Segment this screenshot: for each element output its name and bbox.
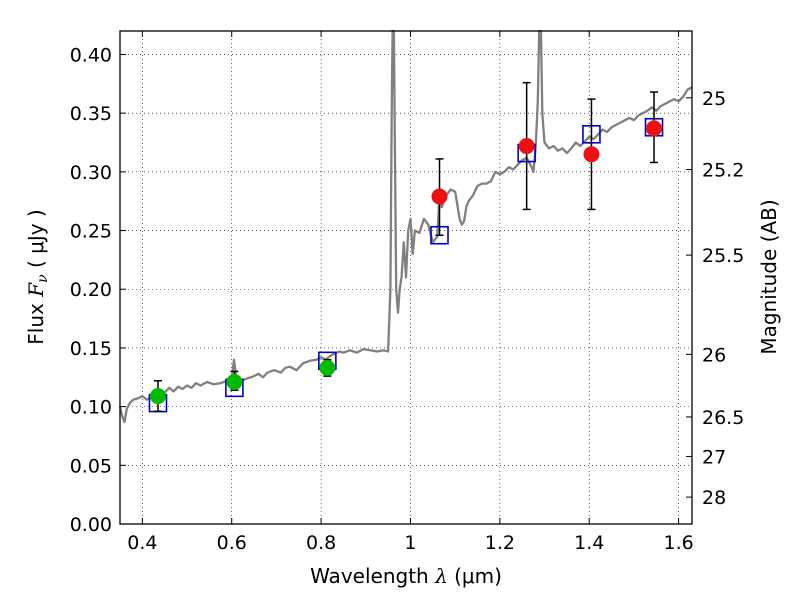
x-tick-label: 1.4: [574, 532, 604, 554]
y-tick-label: 0.30: [70, 162, 112, 184]
x-tick-label: 1.2: [485, 532, 515, 554]
x-tick-label: 0.6: [217, 532, 247, 554]
x-tick-label: 0.4: [127, 532, 157, 554]
x-tick-label: 0.8: [306, 532, 336, 554]
model-spectrum: [118, 29, 693, 424]
x-tick-label: 1: [404, 532, 416, 554]
y-axis-title: Flux Fν ( μJy ): [24, 209, 51, 344]
x-axis-title: Wavelength λ (μm): [310, 564, 502, 588]
y-tick-label: 0.35: [70, 103, 112, 125]
observed-flux-point: [431, 188, 448, 205]
y-axis-symbol: F: [24, 282, 48, 298]
y-tick-label: 0.20: [70, 279, 112, 301]
y-tick-label: 0.00: [70, 514, 112, 536]
axis-ticks: 0.4 0.6 0.8 1 1.2 1.4 1.6 0.00 0.05 0.10 0.15 0.20 0…: [70, 31, 744, 554]
observed-flux-point: [518, 138, 535, 155]
y2-tick-label: 26.5: [702, 407, 744, 429]
observed-flux-point: [226, 373, 243, 390]
y-tick-label: 0.10: [70, 397, 112, 419]
y-axis-symbol-sub: ν: [35, 274, 51, 283]
y-axis-unit: ( μJy ): [24, 209, 48, 268]
plot-frame: [119, 30, 693, 525]
x-axis-symbol: λ: [434, 564, 448, 588]
spectrum-line: [118, 29, 693, 424]
x-axis-label: Wavelength: [310, 564, 429, 588]
y-tick-label: 0.15: [70, 338, 112, 360]
observed-flux-point: [646, 120, 663, 137]
y2-tick-label: 26: [702, 344, 726, 366]
y2-tick-label: 25.5: [702, 245, 744, 267]
observed-flux-point: [149, 388, 166, 405]
y2-tick-label: 27: [702, 446, 726, 468]
y-axis-label: Flux: [24, 303, 48, 345]
observed-flux-point: [583, 146, 600, 163]
x-tick-label: 1.6: [663, 532, 693, 554]
y-tick-label: 0.05: [70, 455, 112, 477]
y-tick-label: 0.40: [70, 44, 112, 66]
y2-tick-label: 28: [702, 487, 726, 509]
y2-tick-label: 25.2: [702, 160, 744, 182]
y-tick-label: 0.25: [70, 221, 112, 243]
observed-flux-point: [319, 359, 336, 376]
x-axis-unit: (μm): [454, 564, 502, 588]
y2-axis-title: Magnitude (AB): [757, 199, 781, 354]
y2-tick-label: 25: [702, 88, 726, 110]
observed-photometry: [149, 81, 663, 413]
